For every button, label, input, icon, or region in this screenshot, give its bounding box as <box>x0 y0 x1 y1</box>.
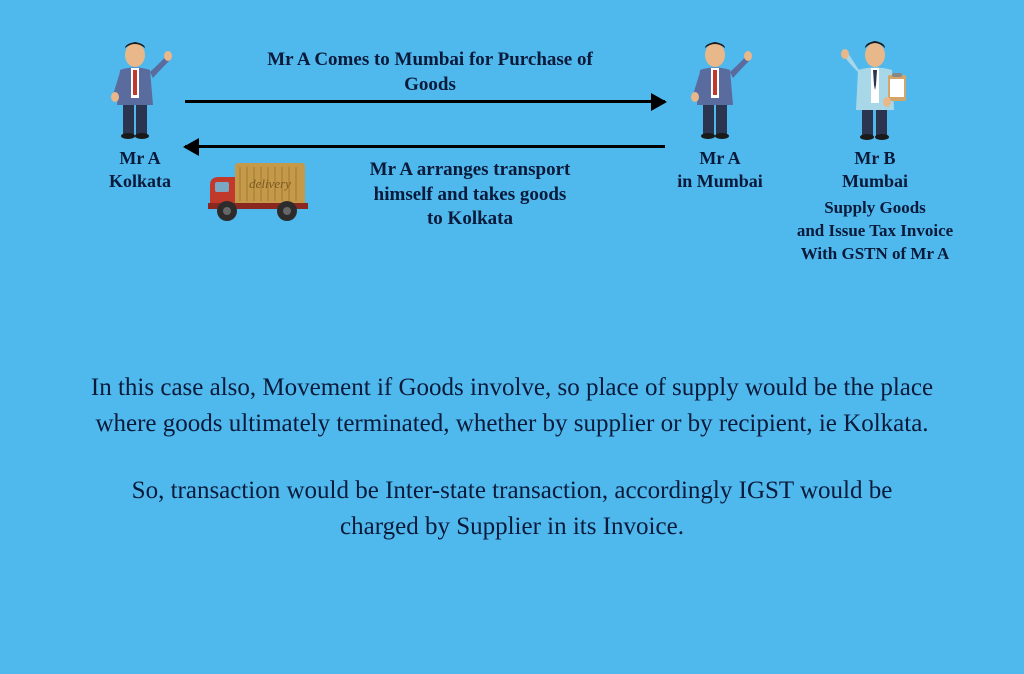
person-a-mumbai: Mr A in Mumbai <box>670 40 770 194</box>
person-b-sublabel: Supply Goods and Issue Tax Invoice With … <box>780 197 970 266</box>
person-a-right-label: Mr A in Mumbai <box>670 147 770 194</box>
label-line: With GSTN of Mr A <box>780 243 970 266</box>
label-line: Supply Goods <box>780 197 970 220</box>
supplier-icon <box>840 40 910 140</box>
text-line: Mr A Comes to Mumbai for Purchase of <box>230 48 630 73</box>
label-line: Mr A <box>100 147 180 170</box>
label-line: in Mumbai <box>670 170 770 193</box>
text-line: Goods <box>230 73 630 98</box>
arrow-top-text: Mr A Comes to Mumbai for Purchase of Goo… <box>230 48 630 97</box>
text-line: Mr A arranges transport <box>330 158 610 183</box>
businessman-icon <box>105 40 175 140</box>
explanation-p2: So, transaction would be Inter-state tra… <box>90 473 934 546</box>
explanation-p1: In this case also, Movement if Goods inv… <box>90 370 934 443</box>
explanation-block: In this case also, Movement if Goods inv… <box>90 370 934 545</box>
arrow-bottom-text: Mr A arranges transport himself and take… <box>330 158 610 232</box>
label-line: Mumbai <box>780 170 970 193</box>
label-line: Kolkata <box>100 170 180 193</box>
person-b-label: Mr B Mumbai <box>780 147 970 194</box>
businessman-icon <box>685 40 755 140</box>
text-line: to Kolkata <box>330 207 610 232</box>
arrow-to-mumbai <box>185 100 665 103</box>
label-line: Mr B <box>780 147 970 170</box>
person-a-left-label: Mr A Kolkata <box>100 147 180 194</box>
person-b-mumbai: Mr B Mumbai Supply Goods and Issue Tax I… <box>780 40 970 266</box>
label-line: Mr A <box>670 147 770 170</box>
label-line: and Issue Tax Invoice <box>780 220 970 243</box>
flow-diagram: Mr A Kolkata Mr A Comes to Mumbai for Pu… <box>100 40 940 300</box>
person-a-kolkata: Mr A Kolkata <box>100 40 180 194</box>
text-line: himself and takes goods <box>330 183 610 208</box>
arrow-to-kolkata <box>185 145 665 148</box>
svg-text:delivery: delivery <box>249 176 291 191</box>
delivery-truck-icon: delivery <box>205 155 315 225</box>
